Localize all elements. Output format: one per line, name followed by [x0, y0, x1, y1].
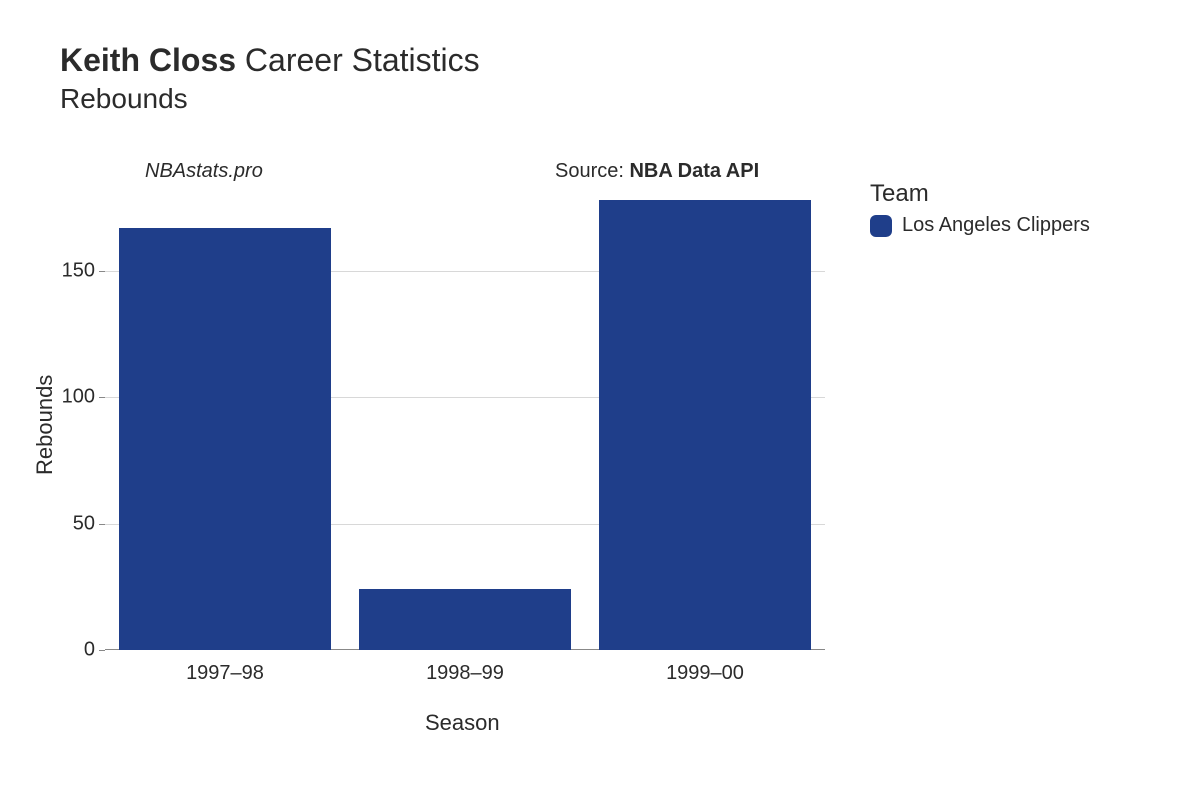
- source-name: NBA Data API: [629, 160, 759, 182]
- bar: [119, 228, 330, 650]
- y-tick-mark: [99, 271, 105, 272]
- bar: [359, 589, 570, 650]
- legend-swatch: [870, 215, 892, 237]
- legend-title: Team: [870, 180, 1090, 208]
- x-tick-label: 1997–98: [186, 662, 264, 685]
- bar-chart: 0501001501997–981998–991999–00: [105, 195, 825, 650]
- y-tick-mark: [99, 397, 105, 398]
- y-tick-label: 50: [73, 512, 95, 535]
- title-normal: Career Statistics: [236, 42, 480, 78]
- plot-area: 0501001501997–981998–991999–00: [105, 195, 825, 650]
- x-axis-title: Season: [425, 710, 500, 736]
- y-tick-mark: [99, 524, 105, 525]
- legend-item: Los Angeles Clippers: [870, 214, 1090, 237]
- title-bold: Keith Closs: [60, 42, 236, 78]
- legend-label: Los Angeles Clippers: [902, 214, 1090, 237]
- y-tick-mark: [99, 650, 105, 651]
- chart-title: Keith Closs Career Statistics: [60, 42, 480, 79]
- source-prefix: Source:: [555, 160, 629, 182]
- y-tick-label: 100: [62, 386, 95, 409]
- chart-subtitle: Rebounds: [60, 83, 480, 115]
- chart-title-block: Keith Closs Career Statistics Rebounds: [60, 42, 480, 115]
- y-axis-title: Rebounds: [32, 375, 58, 475]
- legend: Team Los Angeles Clippers: [870, 180, 1090, 237]
- y-tick-label: 0: [84, 639, 95, 662]
- watermark-text: NBAstats.pro: [145, 160, 263, 183]
- bar: [599, 200, 810, 650]
- y-tick-label: 150: [62, 259, 95, 282]
- source-attribution: Source: NBA Data API: [555, 160, 759, 183]
- x-tick-label: 1998–99: [426, 662, 504, 685]
- x-tick-label: 1999–00: [666, 662, 744, 685]
